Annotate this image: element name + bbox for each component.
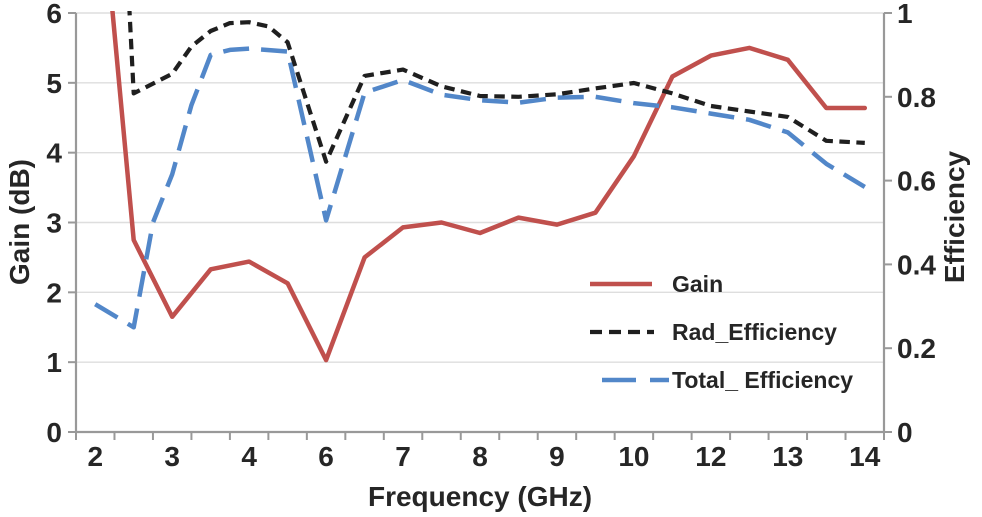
legend: Gain Rad_Efficiency Total_ Efficiency <box>588 260 853 404</box>
x-tick-label: 13 <box>772 441 803 472</box>
rad-efficiency-dash-swatch-icon <box>590 329 654 335</box>
total-efficiency-dash-swatch-icon <box>602 377 669 383</box>
x-tick-label: 12 <box>695 441 726 472</box>
y-left-tick-label: 1 <box>46 347 62 378</box>
y-axis-title-right: Efficiency <box>939 150 970 284</box>
legend-item-gain: Gain <box>588 260 853 308</box>
legend-label-total-efficiency: Total_ Efficiency <box>672 366 854 393</box>
y-right-tick-label: 0.2 <box>897 333 936 364</box>
y-axis-title-left: Gain (dB) <box>4 159 35 285</box>
x-tick-label: 3 <box>164 441 180 472</box>
x-tick-label: 6 <box>318 441 334 472</box>
x-tick-label: 9 <box>549 441 565 472</box>
gain-line-swatch-icon <box>590 281 652 287</box>
y-left-tick-label: 2 <box>46 277 62 308</box>
x-tick-label: 10 <box>618 441 649 472</box>
x-tick-label: 4 <box>241 441 257 472</box>
y-left-tick-label: 6 <box>46 0 62 29</box>
series-line-total-efficiency <box>94 46 866 330</box>
legend-label-rad-efficiency: Rad_Efficiency <box>672 318 837 345</box>
x-tick-label: 2 <box>87 441 103 472</box>
y-right-tick-label: 0.6 <box>897 166 936 197</box>
legend-item-rad-efficiency: Rad_Efficiency <box>588 308 853 356</box>
series-line-rad-efficiency <box>127 11 865 164</box>
x-tick-label: 14 <box>849 441 881 472</box>
x-tick-label: 8 <box>472 441 488 472</box>
legend-item-total-efficiency: Total_ Efficiency <box>588 356 853 404</box>
y-right-tick-label: 0.8 <box>897 82 936 113</box>
legend-label-gain: Gain <box>672 270 724 297</box>
x-tick-label: 7 <box>395 441 411 472</box>
y-right-tick-label: 0.4 <box>897 249 936 280</box>
y-left-tick-label: 5 <box>46 68 62 99</box>
series-line-gain <box>110 11 868 363</box>
y-left-tick-label: 4 <box>46 138 62 169</box>
y-left-tick-label: 3 <box>46 208 62 239</box>
y-right-tick-label: 1 <box>897 0 913 29</box>
y-left-tick-label: 0 <box>46 417 62 448</box>
y-right-tick-label: 0 <box>897 417 913 448</box>
x-axis-title: Frequency (GHz) <box>367 481 593 512</box>
